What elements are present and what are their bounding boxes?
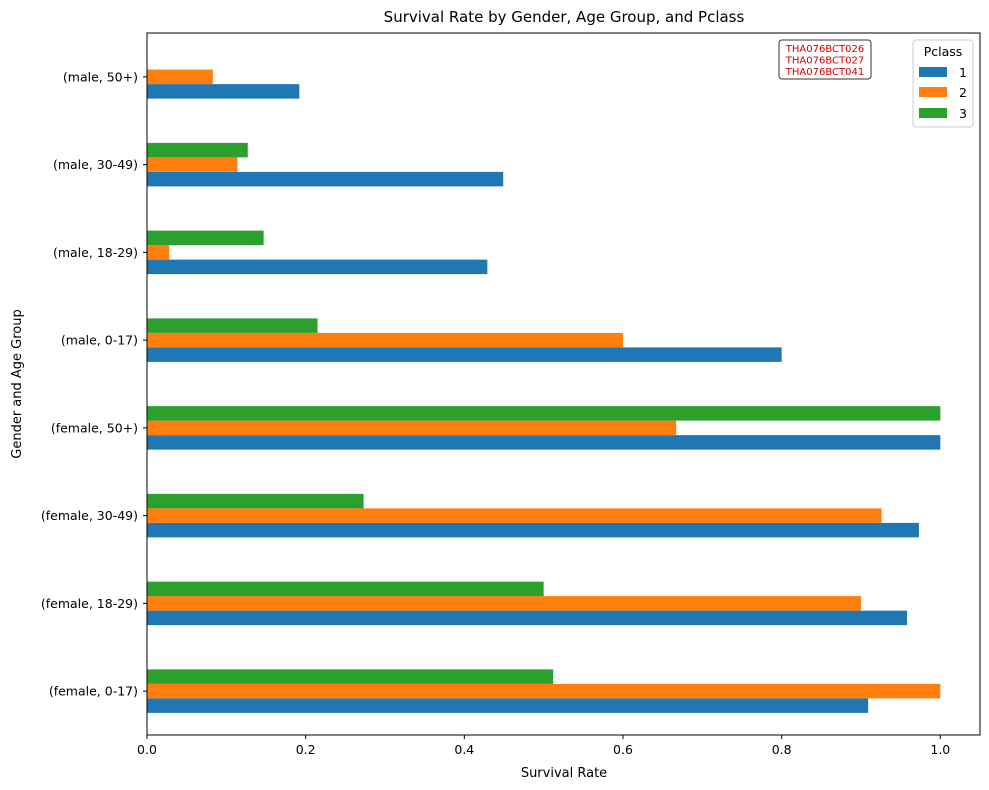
bars-layer: [147, 69, 941, 713]
legend-title: Pclass: [924, 44, 963, 59]
bar: [147, 596, 861, 611]
y-tick-label: (female, 30-49): [41, 508, 138, 523]
bar: [147, 610, 908, 626]
y-tick-label: (female, 18-29): [41, 596, 138, 611]
x-tick-label: 1.0: [930, 742, 950, 757]
x-tick-label: 0.6: [613, 742, 633, 757]
x-tick-label: 0.4: [454, 742, 474, 757]
y-tick-label: (female, 0-17): [49, 684, 138, 699]
bar: [147, 522, 919, 538]
bar: [147, 669, 554, 684]
bar: [147, 230, 264, 246]
legend-swatch: [919, 87, 947, 97]
bar: [147, 142, 248, 158]
bar: [147, 245, 170, 260]
annotation-line: THA076BCT027: [785, 56, 864, 67]
y-tick-label: (female, 50+): [51, 420, 138, 435]
plot-frame: [146, 32, 981, 736]
y-tick-label: (male, 50+): [63, 69, 138, 84]
bar: [147, 318, 318, 333]
x-tick-label: 0.0: [137, 742, 157, 757]
bar: [147, 259, 488, 275]
x-tick-label: 0.2: [296, 742, 316, 757]
bar: [147, 508, 882, 523]
chart-title: Survival Rate by Gender, Age Group, and …: [384, 8, 745, 26]
annotation-frame: [778, 39, 872, 80]
annotation-box: THA076BCT026 THA076BCT027 THA076BCT041: [778, 39, 872, 80]
legend-swatch: [919, 108, 947, 118]
annotation-line: THA076BCT026: [785, 44, 864, 55]
bar: [147, 435, 941, 450]
bar: [147, 157, 238, 172]
bar: [147, 683, 941, 699]
bar: [147, 332, 623, 348]
bar: [147, 406, 941, 421]
bar: [147, 698, 869, 713]
bar: [147, 69, 213, 85]
legend-label: 3: [959, 106, 967, 121]
bar: [147, 420, 677, 436]
ticks-layer: (female, 0-17) (female, 18-29) (female, 30…: [41, 69, 950, 757]
legend: Pclass 1 2 3: [912, 39, 974, 128]
y-tick-label: (male, 0-17): [61, 333, 138, 348]
legend-swatch: [919, 67, 947, 77]
bar: [147, 581, 544, 597]
bar: [147, 493, 364, 509]
y-axis-label: Gender and Age Group: [10, 309, 25, 458]
bar: [147, 84, 300, 99]
annotation-line: THA076BCT041: [785, 67, 864, 78]
legend-frame: [912, 39, 974, 128]
y-tick-label: (male, 30-49): [53, 157, 138, 172]
legend-label: 1: [959, 65, 967, 80]
legend-label: 2: [959, 85, 967, 100]
bar: [147, 347, 782, 362]
x-axis-label: Survival Rate: [521, 766, 607, 781]
x-tick-label: 0.8: [772, 742, 792, 757]
bar: [147, 171, 504, 187]
y-tick-label: (male, 18-29): [53, 245, 138, 260]
